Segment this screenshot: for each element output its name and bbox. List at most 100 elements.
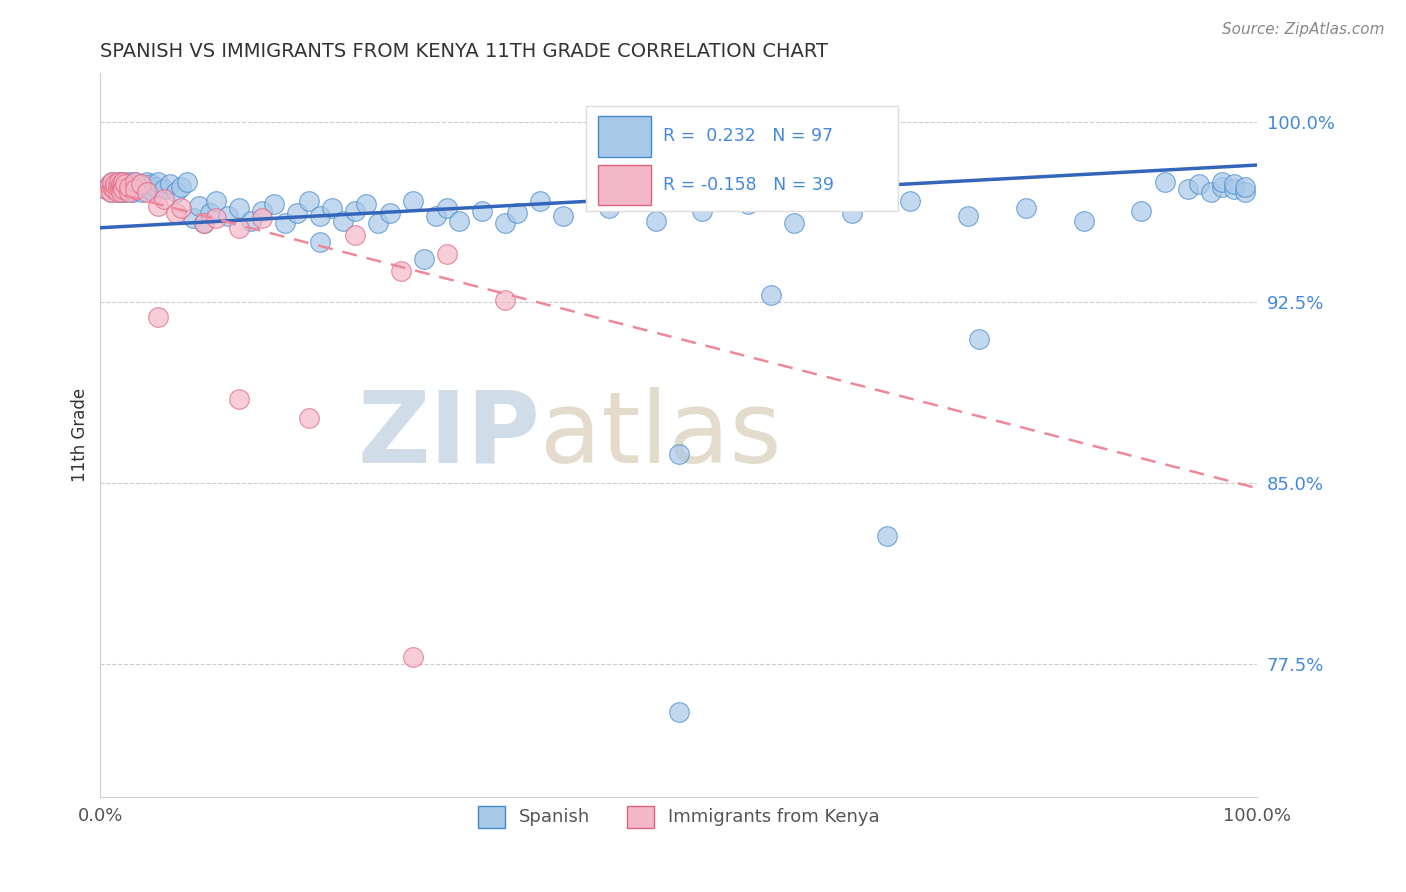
Immigrants from Kenya xyxy=(205,211,228,226)
Spanish xyxy=(668,447,690,461)
Spanish xyxy=(101,175,124,189)
Spanish xyxy=(506,206,529,220)
Spanish xyxy=(1015,202,1038,216)
Spanish xyxy=(134,179,156,194)
Spanish xyxy=(108,175,131,189)
Immigrants from Kenya xyxy=(104,178,127,192)
Spanish xyxy=(1188,178,1211,192)
Immigrants from Kenya xyxy=(98,178,121,192)
Spanish xyxy=(761,288,783,302)
Spanish xyxy=(104,178,127,192)
Spanish xyxy=(98,178,121,192)
Spanish xyxy=(124,179,146,194)
Text: atlas: atlas xyxy=(540,386,782,483)
Spanish xyxy=(1153,175,1175,189)
FancyBboxPatch shape xyxy=(598,116,651,157)
Spanish xyxy=(115,179,138,194)
Spanish xyxy=(176,175,198,189)
Spanish xyxy=(551,209,574,223)
Spanish xyxy=(447,213,470,227)
Text: Source: ZipAtlas.com: Source: ZipAtlas.com xyxy=(1222,22,1385,37)
Immigrants from Kenya xyxy=(436,247,458,261)
Spanish xyxy=(425,209,447,223)
Immigrants from Kenya xyxy=(101,175,124,189)
Immigrants from Kenya xyxy=(228,392,250,406)
Immigrants from Kenya xyxy=(124,182,146,196)
Spanish xyxy=(263,196,285,211)
Spanish xyxy=(118,175,141,189)
Immigrants from Kenya xyxy=(148,199,170,213)
Spanish xyxy=(1223,182,1246,196)
Spanish xyxy=(876,529,898,543)
Spanish xyxy=(956,209,979,223)
Spanish xyxy=(378,206,401,220)
Spanish xyxy=(165,185,187,199)
Spanish xyxy=(159,178,181,192)
Spanish xyxy=(529,194,551,209)
Spanish xyxy=(141,178,163,192)
Spanish xyxy=(1177,182,1199,196)
Spanish xyxy=(969,332,991,346)
Spanish xyxy=(690,203,713,218)
Spanish xyxy=(598,202,620,216)
Spanish xyxy=(1234,179,1257,194)
Immigrants from Kenya xyxy=(252,211,274,226)
Spanish xyxy=(285,206,308,220)
Spanish xyxy=(107,185,129,199)
Spanish xyxy=(153,182,176,196)
Spanish xyxy=(1211,175,1233,189)
Spanish xyxy=(129,178,152,192)
Spanish xyxy=(239,213,262,227)
Spanish xyxy=(193,216,215,230)
Spanish xyxy=(114,178,136,192)
Text: R =  0.232   N = 97: R = 0.232 N = 97 xyxy=(662,128,832,145)
Spanish xyxy=(100,185,122,199)
Immigrants from Kenya xyxy=(101,179,124,194)
Spanish xyxy=(356,196,378,211)
Immigrants from Kenya xyxy=(108,175,131,189)
Spanish xyxy=(343,203,366,218)
Spanish xyxy=(783,216,806,230)
Text: SPANISH VS IMMIGRANTS FROM KENYA 11TH GRADE CORRELATION CHART: SPANISH VS IMMIGRANTS FROM KENYA 11TH GR… xyxy=(100,42,828,61)
Spanish xyxy=(737,196,759,211)
Spanish xyxy=(1234,185,1257,199)
Spanish xyxy=(131,185,153,199)
Spanish xyxy=(1130,203,1153,218)
Spanish xyxy=(332,213,354,227)
Spanish xyxy=(309,235,332,250)
Text: ZIP: ZIP xyxy=(357,386,540,483)
Spanish xyxy=(228,202,250,216)
Spanish xyxy=(309,209,332,223)
Spanish xyxy=(124,175,146,189)
Spanish xyxy=(127,182,149,196)
Spanish xyxy=(118,182,141,196)
Immigrants from Kenya xyxy=(135,185,157,199)
Immigrants from Kenya xyxy=(148,310,170,324)
FancyBboxPatch shape xyxy=(598,164,651,205)
Spanish xyxy=(107,179,129,194)
Spanish xyxy=(181,211,204,226)
Spanish xyxy=(644,213,666,227)
Spanish xyxy=(138,182,160,196)
Spanish xyxy=(145,179,167,194)
Y-axis label: 11th Grade: 11th Grade xyxy=(72,388,89,483)
Spanish xyxy=(200,206,222,220)
Immigrants from Kenya xyxy=(100,185,122,199)
Immigrants from Kenya xyxy=(111,179,134,194)
Spanish xyxy=(114,185,136,199)
Spanish xyxy=(170,179,193,194)
Immigrants from Kenya xyxy=(297,411,319,425)
Spanish xyxy=(367,216,389,230)
Spanish xyxy=(436,202,458,216)
Immigrants from Kenya xyxy=(170,202,193,216)
FancyBboxPatch shape xyxy=(586,106,898,211)
Spanish xyxy=(401,194,423,209)
Immigrants from Kenya xyxy=(108,182,131,196)
Immigrants from Kenya xyxy=(107,179,129,194)
Spanish xyxy=(1223,178,1246,192)
Spanish xyxy=(274,216,297,230)
Immigrants from Kenya xyxy=(153,192,176,206)
Spanish xyxy=(135,175,157,189)
Spanish xyxy=(413,252,436,266)
Spanish xyxy=(103,182,125,196)
